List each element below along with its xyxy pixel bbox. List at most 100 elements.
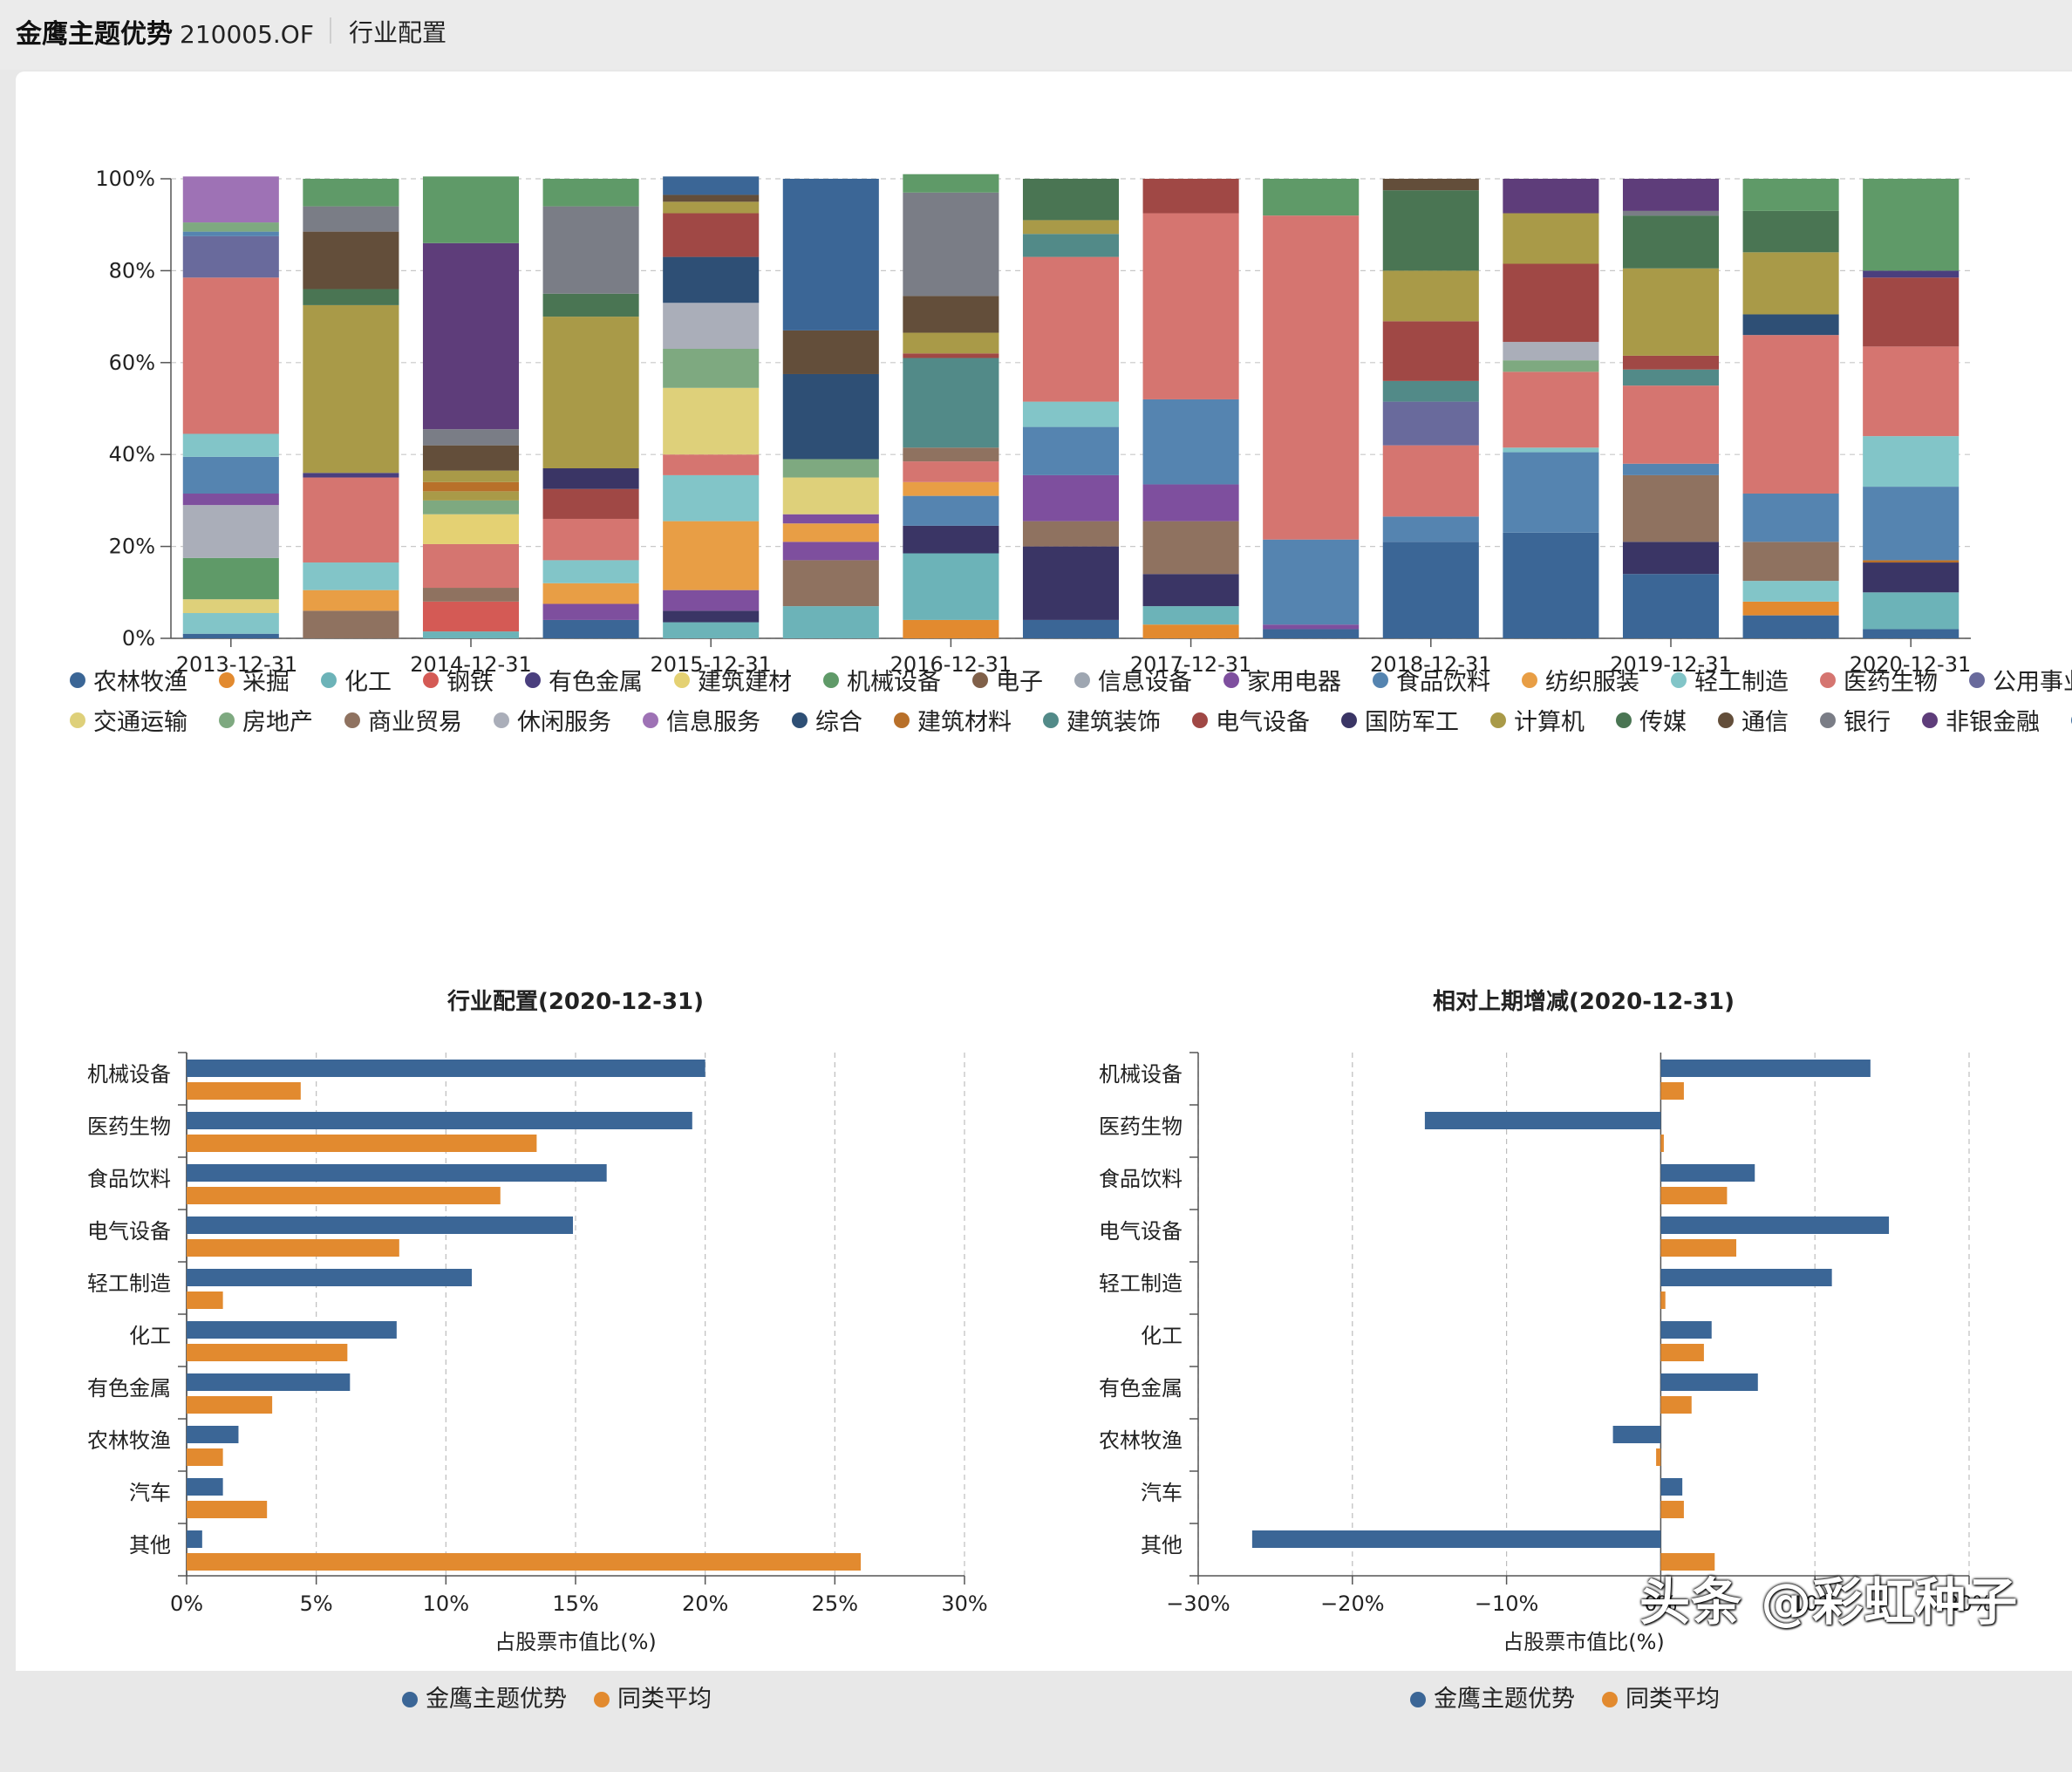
stacked-segment-食品饮料 <box>182 231 279 236</box>
category-label: 有色金属 <box>87 1376 171 1401</box>
stacked-segment-家用电器 <box>1022 474 1120 521</box>
bar-fund <box>1251 1530 1661 1548</box>
x-tick-label: 10% <box>1792 1591 1838 1616</box>
bar-peer-average <box>187 1448 223 1466</box>
stacked-segment-计算机 <box>422 491 520 501</box>
legend-item[interactable]: 计算机 <box>1490 703 1585 737</box>
bar-peer-average <box>1660 1082 1684 1100</box>
stacked-segment-建筑材料 <box>422 481 520 492</box>
stacked-segment-商业贸易 <box>903 447 999 462</box>
legend-item[interactable]: 建筑材料 <box>894 703 1012 737</box>
legend-swatch <box>1820 671 1836 688</box>
legend-item[interactable]: 信息设备 <box>1074 663 1192 697</box>
stacked-segment-商业贸易 <box>1622 474 1720 542</box>
stacked-segment-计算机 <box>1503 213 1599 264</box>
change-vs-previous-bar-chart: 相对上期增减(2020-12-31) −30% −20% −10% 0% 10% 20% 机械… <box>1099 988 1993 1713</box>
stacked-segment-银行 <box>1622 210 1720 216</box>
stacked-segment-食品饮料 <box>1382 516 1479 542</box>
stacked-segment-家用电器 <box>1142 484 1239 521</box>
bar-peer-average <box>1660 1553 1715 1571</box>
stacked-segment-房地产 <box>1503 360 1599 372</box>
legend-label: 同类平均 <box>617 1686 712 1713</box>
legend-label: 纺织服装 <box>1545 669 1639 696</box>
legend-item[interactable]: 家用电器 <box>1223 663 1341 697</box>
legend-item[interactable]: 国防军工 <box>1341 703 1459 737</box>
stacked-segment-传媒 <box>1022 179 1120 221</box>
category-label: 农林牧渔 <box>87 1428 171 1453</box>
bar-fund <box>1660 1321 1712 1339</box>
bar-peer-average <box>1660 1396 1692 1414</box>
stacked-segment-家用电器 <box>542 603 639 620</box>
legend-item[interactable]: 采掘 <box>219 663 290 697</box>
legend-label: 商业贸易 <box>368 709 462 736</box>
stacked-segment-钢铁 <box>422 601 520 632</box>
stacked-segment-公用事业 <box>182 235 279 278</box>
stacked-segment-食品饮料 <box>1622 463 1720 475</box>
legend-item[interactable]: 建筑装饰 <box>1043 703 1161 737</box>
legend-item[interactable]: 信息服务 <box>643 703 760 737</box>
legend-item[interactable]: 有色金属 <box>525 663 643 697</box>
legend-item[interactable]: 电气设备 <box>1192 703 1310 737</box>
stacked-segment-纺织服装 <box>303 590 399 611</box>
legend-label: 国防军工 <box>1365 709 1459 736</box>
x-tick-label: −10% <box>1475 1591 1538 1616</box>
stacked-segment-建筑建材 <box>422 514 520 544</box>
legend-label: 钢铁 <box>446 669 494 696</box>
stacked-segment-计算机 <box>663 201 760 214</box>
legend-label: 交通运输 <box>93 709 187 736</box>
legend-item[interactable]: 交通运输 <box>70 703 187 737</box>
stacked-segment-计算机 <box>1382 270 1479 322</box>
legend-label: 信息服务 <box>666 709 760 736</box>
legend-item[interactable]: 轻工制造 <box>1671 663 1789 697</box>
header-bar: 金鹰主题优势 210005.OF 行业配置 <box>0 0 2072 70</box>
legend-label: 综合 <box>815 709 862 736</box>
stacked-segment-房地产 <box>782 459 879 478</box>
category-label: 农林牧渔 <box>1099 1428 1183 1453</box>
legend-item[interactable]: 建筑建材 <box>674 663 792 697</box>
legend-item[interactable]: 公用事业 <box>1969 663 2072 697</box>
stacked-segment-建筑材料 <box>1863 560 1960 563</box>
bar-peer-average <box>187 1553 862 1571</box>
stacked-segment-通信 <box>1382 179 1479 191</box>
legend-swatch <box>1922 712 1938 728</box>
legend-label: 房地产 <box>242 709 313 736</box>
legend-swatch <box>674 671 690 688</box>
tab-industry-allocation[interactable]: 行业配置 <box>349 18 447 47</box>
legend-item[interactable]: 机械设备 <box>823 663 941 697</box>
legend-item[interactable]: 商业贸易 <box>344 703 462 737</box>
stacked-segment-轻工制造 <box>1503 447 1599 453</box>
bar-peer-average <box>1660 1239 1737 1257</box>
legend-item[interactable]: 银行 <box>1820 703 1891 737</box>
legend-label: 农林牧渔 <box>93 669 187 696</box>
legend-item[interactable]: 非银金融 <box>1922 703 2040 737</box>
legend-item[interactable]: 房地产 <box>219 703 313 737</box>
legend-item[interactable]: 通信 <box>1718 703 1789 737</box>
x-tick-label: 5% <box>300 1591 333 1616</box>
legend-item[interactable]: 医药生物 <box>1820 663 1938 697</box>
legend-item[interactable]: 休闲服务 <box>494 703 611 737</box>
stacked-segment-食品饮料 <box>903 495 999 526</box>
stacked-segment-轻工制造 <box>542 560 639 583</box>
stacked-segment-家用电器 <box>663 590 760 611</box>
x-axis-label: 占股票市值比(%) <box>1503 1630 1665 1654</box>
stacked-segment-化工 <box>782 606 879 638</box>
legend-item[interactable]: 传媒 <box>1616 703 1687 737</box>
stacked-segment-机械设备 <box>303 179 399 207</box>
legend-item[interactable]: 化工 <box>321 663 392 697</box>
legend-item[interactable]: 纺织服装 <box>1522 663 1639 697</box>
stacked-segment-银行 <box>542 206 639 294</box>
stacked-segment-化工 <box>1863 592 1960 630</box>
stacked-segment-机械设备 <box>422 176 520 243</box>
stacked-segment-采掘 <box>903 619 999 638</box>
legend-item[interactable]: 钢铁 <box>423 663 494 697</box>
stacked-segment-传媒 <box>303 289 399 305</box>
x-tick-label: 15% <box>552 1591 598 1616</box>
legend-item[interactable]: 食品饮料 <box>1373 663 1490 697</box>
stacked-segment-交通运输 <box>782 477 879 515</box>
legend-item[interactable]: 电子 <box>972 663 1043 697</box>
legend-item[interactable]: 农林牧渔 <box>70 663 187 697</box>
legend-item[interactable]: 综合 <box>792 703 862 737</box>
y-tick-label: 0% <box>122 626 155 651</box>
stacked-segment-农林牧渔 <box>663 176 760 195</box>
stacked-segment-机械设备 <box>1863 179 1960 271</box>
